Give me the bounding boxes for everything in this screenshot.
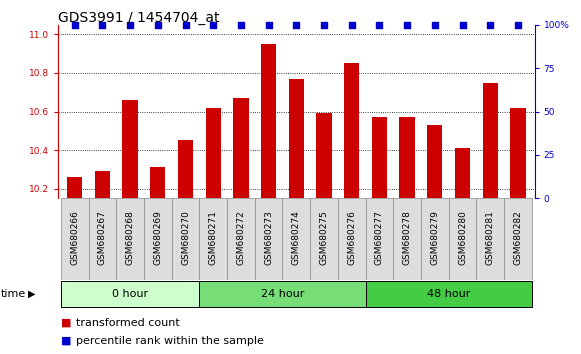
- Bar: [199, 281, 365, 307]
- Bar: [504, 198, 532, 280]
- Text: GSM680268: GSM680268: [125, 210, 135, 266]
- Text: 0 hour: 0 hour: [112, 289, 148, 299]
- Point: [458, 22, 467, 28]
- Text: GSM680273: GSM680273: [264, 210, 273, 266]
- Bar: [476, 198, 504, 280]
- Text: GSM680281: GSM680281: [486, 210, 494, 266]
- Bar: [455, 148, 470, 198]
- Bar: [88, 198, 116, 280]
- Point: [320, 22, 329, 28]
- Bar: [261, 44, 276, 198]
- Bar: [289, 79, 304, 198]
- Bar: [199, 198, 227, 280]
- Bar: [365, 281, 532, 307]
- Point: [513, 22, 522, 28]
- Text: GSM680270: GSM680270: [181, 210, 190, 266]
- Text: ■: ■: [61, 336, 71, 346]
- Text: GSM680279: GSM680279: [431, 210, 439, 266]
- Bar: [171, 198, 199, 280]
- Point: [209, 22, 218, 28]
- Text: transformed count: transformed count: [76, 318, 180, 328]
- Text: percentile rank within the sample: percentile rank within the sample: [76, 336, 263, 346]
- Bar: [206, 108, 221, 198]
- Bar: [123, 100, 138, 198]
- Text: 48 hour: 48 hour: [427, 289, 471, 299]
- Bar: [317, 113, 332, 198]
- Bar: [310, 198, 338, 280]
- Point: [347, 22, 356, 28]
- Bar: [116, 198, 144, 280]
- Bar: [67, 177, 83, 198]
- Bar: [61, 281, 199, 307]
- Bar: [254, 198, 282, 280]
- Text: GSM680269: GSM680269: [153, 210, 162, 266]
- Bar: [400, 117, 415, 198]
- Point: [264, 22, 273, 28]
- Point: [486, 22, 495, 28]
- Bar: [227, 198, 254, 280]
- Bar: [150, 167, 166, 198]
- Text: GSM680276: GSM680276: [347, 210, 356, 266]
- Text: GSM680274: GSM680274: [292, 210, 301, 265]
- Bar: [372, 117, 387, 198]
- Text: GSM680282: GSM680282: [514, 210, 522, 265]
- Bar: [427, 125, 442, 198]
- Point: [375, 22, 384, 28]
- Text: ■: ■: [61, 318, 71, 328]
- Text: GSM680280: GSM680280: [458, 210, 467, 266]
- Bar: [234, 98, 249, 198]
- Bar: [282, 198, 310, 280]
- Text: GSM680271: GSM680271: [209, 210, 218, 266]
- Text: GDS3991 / 1454704_at: GDS3991 / 1454704_at: [58, 11, 220, 25]
- Point: [181, 22, 190, 28]
- Point: [430, 22, 439, 28]
- Bar: [344, 63, 359, 198]
- Text: time: time: [1, 289, 26, 299]
- Text: ▶: ▶: [28, 289, 35, 299]
- Text: GSM680272: GSM680272: [236, 210, 245, 265]
- Bar: [483, 82, 498, 198]
- Text: GSM680278: GSM680278: [403, 210, 411, 266]
- Point: [70, 22, 80, 28]
- Bar: [95, 171, 110, 198]
- Text: GSM680275: GSM680275: [320, 210, 328, 266]
- Bar: [365, 198, 393, 280]
- Point: [125, 22, 135, 28]
- Bar: [510, 108, 526, 198]
- Bar: [144, 198, 171, 280]
- Point: [236, 22, 246, 28]
- Text: 24 hour: 24 hour: [261, 289, 304, 299]
- Bar: [178, 141, 193, 198]
- Point: [403, 22, 412, 28]
- Bar: [421, 198, 449, 280]
- Point: [153, 22, 163, 28]
- Point: [292, 22, 301, 28]
- Bar: [393, 198, 421, 280]
- Bar: [338, 198, 365, 280]
- Point: [98, 22, 107, 28]
- Text: GSM680277: GSM680277: [375, 210, 384, 266]
- Text: GSM680267: GSM680267: [98, 210, 107, 266]
- Bar: [449, 198, 476, 280]
- Text: GSM680266: GSM680266: [70, 210, 79, 266]
- Bar: [61, 198, 88, 280]
